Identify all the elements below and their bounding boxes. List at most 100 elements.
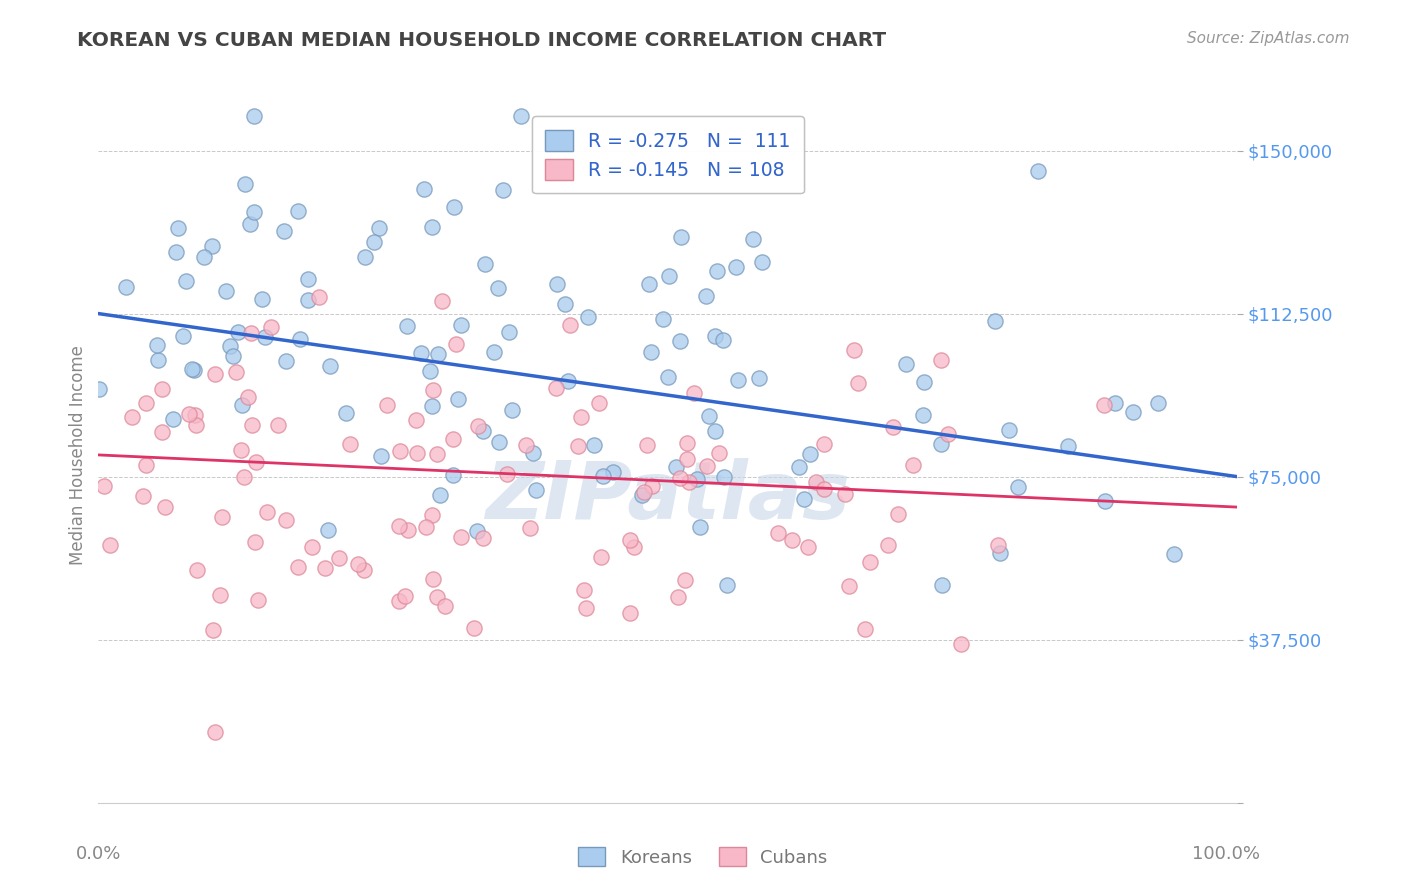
Point [651,312,673,326]
Point [394,589,416,603]
Point [797,540,820,554]
Point [247,593,270,607]
Point [208,588,231,602]
Point [243,109,266,123]
Point [588,396,610,410]
Point [683,385,706,400]
Point [274,513,297,527]
Point [183,363,205,377]
Point [519,521,541,535]
Point [713,470,735,484]
Point [664,460,686,475]
Point [716,578,738,592]
Point [419,364,441,378]
Point [834,487,856,501]
Point [1056,439,1078,453]
Point [388,519,411,533]
Point [218,339,240,353]
Point [89,382,111,396]
Point [328,551,350,566]
Point [1163,547,1185,561]
Text: 0.0%: 0.0% [76,845,121,863]
Point [619,606,641,620]
Point [742,232,765,246]
Point [482,344,505,359]
Point [876,538,898,552]
Point [135,396,157,410]
Point [388,594,411,608]
Point [582,438,605,452]
Point [131,490,153,504]
Point [396,523,419,537]
Point [121,410,143,425]
Point [243,205,266,219]
Point [375,398,398,412]
Point [567,439,589,453]
Point [240,326,263,340]
Point [619,533,641,547]
Text: Source: ZipAtlas.com: Source: ZipAtlas.com [1187,31,1350,46]
Point [630,488,652,502]
Point [301,540,323,554]
Point [396,319,419,334]
Point [998,424,1021,438]
Point [211,509,233,524]
Point [676,451,699,466]
Point [575,600,598,615]
Point [486,281,509,295]
Point [673,573,696,587]
Point [98,538,121,552]
Point [412,182,434,196]
Point [420,219,443,234]
Point [201,239,224,253]
Point [1007,480,1029,494]
Point [623,540,645,554]
Point [429,488,451,502]
Point [887,507,910,521]
Point [602,465,624,479]
Point [267,418,290,433]
Point [544,381,567,395]
Point [1122,405,1144,419]
Point [931,578,953,592]
Point [703,329,725,343]
Point [422,573,444,587]
Point [695,288,717,302]
Point [806,475,828,489]
Point [666,590,689,604]
Point [184,409,207,423]
Point [259,319,281,334]
Point [911,408,934,422]
Point [988,546,1011,560]
Point [335,406,357,420]
Point [229,442,252,457]
Point [308,290,330,304]
Point [929,352,952,367]
Point [297,293,319,308]
Point [430,293,453,308]
Legend: R = -0.275   N =  111, R = -0.145   N = 108: R = -0.275 N = 111, R = -0.145 N = 108 [531,117,804,194]
Point [256,505,278,519]
Point [193,250,215,264]
Point [172,329,194,343]
Point [339,437,361,451]
Point [297,272,319,286]
Point [225,366,247,380]
Point [201,624,224,638]
Point [987,538,1010,552]
Point [724,260,747,274]
Point [243,535,266,549]
Point [678,475,700,490]
Point [813,437,835,451]
Point [471,425,494,439]
Point [842,343,865,357]
Point [174,274,197,288]
Point [727,373,749,387]
Point [799,447,821,461]
Point [501,402,523,417]
Point [450,530,472,544]
Point [751,254,773,268]
Point [787,460,810,475]
Point [697,409,720,423]
Point [853,622,876,636]
